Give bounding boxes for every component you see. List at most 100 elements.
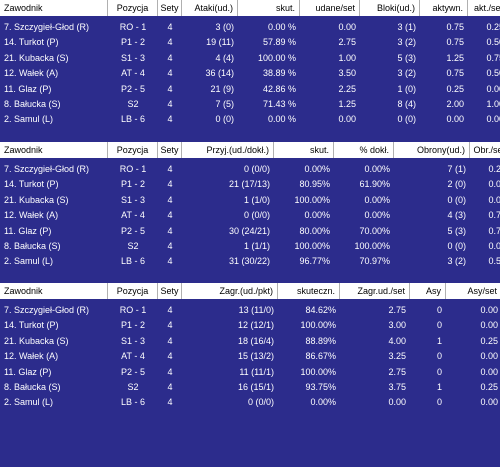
stat-cell: 3 (1)	[397, 22, 416, 32]
stat-cell: 0.00	[480, 320, 498, 331]
table-row[interactable]: 14. Turkot (P) P1 - 2 4 12 (12/1) 100.00% 3.0…	[0, 318, 500, 333]
table-row[interactable]: 21. Kubacka (S) S1 - 3 4 1 (1/0) 100.00% 0.00…	[0, 193, 500, 208]
column-header[interactable]: Pozycja	[108, 283, 158, 299]
stat-cell: LB - 6	[120, 397, 145, 408]
column-header[interactable]: skut.	[274, 142, 334, 158]
column-header[interactable]: Zagr.(ud./pkt)	[182, 283, 278, 299]
table-row[interactable]: 8. Bałucka (S) S2 4 16 (15/1) 93.75% 3.75 1 0.2…	[0, 380, 500, 395]
stat-cell: 80.00%	[299, 225, 330, 236]
column-header[interactable]: % dokł.	[334, 142, 394, 158]
player-name-cell: 14. Turkot (P)	[4, 37, 59, 48]
table-row[interactable]: 7. Szczygieł-Głod (R) RO - 1 4 3 (0) 0.00 % 0…	[0, 20, 500, 35]
table-row[interactable]: 2. Samul (L) LB - 6 4 0 (0/0) 0.00% 0.00 0 0.00	[0, 395, 500, 410]
stat-cell: 7 (1)	[447, 164, 466, 174]
stat-cell: 100.00 %	[257, 52, 296, 63]
column-header[interactable]: Asy/set	[446, 283, 500, 299]
column-header[interactable]: Sety	[158, 142, 182, 158]
stat-cell: 93.75%	[305, 382, 336, 392]
table-row[interactable]: 14. Turkot (P) P1 - 2 4 19 (11) 57.89 % 2.75 3…	[0, 35, 500, 50]
column-header[interactable]: Bloki(ud.)	[360, 0, 420, 16]
table-row[interactable]: 11. Glaz (P) P2 - 5 4 11 (11/1) 100.00% 2.75 0…	[0, 365, 500, 380]
table-row[interactable]: 7. Szczygieł-Głod (R) RO - 1 4 13 (11/0) 84.…	[0, 303, 500, 318]
table-row[interactable]: 8. Bałucka (S) S2 4 7 (5) 71.43 % 1.25 8 (4) 2.…	[0, 97, 500, 112]
stat-cell: 71.43 %	[262, 99, 296, 109]
column-header[interactable]: aktywn.	[420, 0, 468, 16]
stat-cell: 3 (0)	[215, 22, 234, 32]
stat-cell: AT - 4	[121, 351, 145, 362]
stat-cell: 3 (2)	[447, 256, 466, 267]
column-header[interactable]: Pozycja	[108, 0, 158, 16]
table-row[interactable]: 11. Glaz (P) P2 - 5 4 21 (9) 42.86 % 2.25 1 (0…	[0, 82, 500, 97]
column-header[interactable]: Asy	[410, 283, 446, 299]
stat-cell: 0.00	[480, 351, 498, 362]
stat-cell: P2 - 5	[120, 225, 145, 236]
column-header[interactable]: skut.	[238, 0, 300, 16]
stat-cell: 4	[167, 305, 173, 315]
column-header[interactable]: Sety	[158, 0, 182, 16]
stat-cell: 21 (9)	[210, 83, 234, 94]
stat-cell: 4	[167, 351, 173, 362]
stat-cell: 0.00 %	[267, 22, 296, 32]
stat-cell: 13 (11/0)	[238, 305, 274, 315]
stat-cell: 100.00%	[300, 320, 336, 331]
stat-cell: 0.75	[446, 37, 464, 48]
column-header[interactable]: Zawodnik	[0, 142, 108, 158]
table-row[interactable]: 12. Wałek (A) AT - 4 4 36 (14) 38.89 % 3.50 3 …	[0, 66, 500, 81]
stat-cell: 30 (24/21)	[228, 225, 270, 236]
table-row[interactable]: 21. Kubacka (S) S1 - 3 4 4 (4) 100.00 % 1.00 5…	[0, 51, 500, 66]
player-name-cell: 14. Turkot (P)	[4, 179, 59, 190]
stat-cell: 0.00	[446, 114, 464, 125]
column-header[interactable]: Zagr.ud./set	[340, 283, 410, 299]
stat-cell: 8 (4)	[397, 99, 416, 109]
stat-cell: 4	[167, 194, 173, 205]
column-header[interactable]: Zawodnik	[0, 283, 108, 299]
table-row[interactable]: 12. Wałek (A) AT - 4 4 0 (0/0) 0.00% 0.00% 4 (…	[0, 208, 500, 223]
stat-cell: 0 (0)	[397, 114, 416, 125]
stat-cell: 100.00%	[294, 194, 330, 205]
stat-cell: 0.00	[486, 83, 500, 94]
stat-cell: 4 (4)	[215, 52, 234, 63]
player-name-cell: 21. Kubacka (S)	[4, 52, 69, 63]
stat-cell: 18 (16/4)	[237, 335, 274, 346]
stat-cell: 4.00	[388, 335, 406, 346]
stat-cell: 3.00	[388, 320, 406, 331]
stat-cell: 4 (3)	[447, 210, 466, 221]
stat-cell: 1 (0)	[397, 83, 416, 94]
table-row[interactable]: 8. Bałucka (S) S2 4 1 (1/1) 100.00% 100.00% 0 …	[0, 239, 500, 254]
stat-cell: S1 - 3	[120, 335, 145, 346]
column-header[interactable]: Obrony(ud.)	[394, 142, 470, 158]
stat-cell: 0.25	[480, 382, 498, 392]
stat-cell: S2	[127, 99, 139, 109]
column-header[interactable]: udane/set	[300, 0, 360, 16]
column-header[interactable]: Obr./set	[470, 142, 500, 158]
table-row[interactable]: 7. Szczygieł-Głod (R) RO - 1 4 0 (0/0) 0.00%…	[0, 162, 500, 177]
column-header[interactable]: Przyj.(ud./dokł.)	[182, 142, 274, 158]
table-row[interactable]: 2. Samul (L) LB - 6 4 0 (0) 0.00 % 0.00 0 (0) 0…	[0, 112, 500, 127]
stat-cell: 0.50	[486, 68, 500, 79]
player-name-cell: 12. Wałek (A)	[4, 210, 59, 221]
table-header: Zawodnik Pozycja Sety Zagr.(ud./pkt) skutecz…	[0, 283, 500, 299]
column-header[interactable]: Zawodnik	[0, 0, 108, 16]
table-row[interactable]: 11. Glaz (P) P2 - 5 4 30 (24/21) 80.00% 70.00…	[0, 224, 500, 239]
column-header[interactable]: Pozycja	[108, 142, 158, 158]
stat-cell: P2 - 5	[120, 83, 145, 94]
column-header[interactable]: skuteczn.	[278, 283, 340, 299]
player-name-cell: 8. Bałucka (S)	[4, 382, 61, 392]
table-row[interactable]: 2. Samul (L) LB - 6 4 31 (30/22) 96.77% 70.97…	[0, 254, 500, 269]
stat-cell: 0.00	[338, 22, 356, 32]
player-name-cell: 21. Kubacka (S)	[4, 194, 69, 205]
stat-cell: 0.00	[488, 179, 500, 190]
column-header[interactable]: akt./set	[468, 0, 500, 16]
stat-cell: 4	[167, 114, 173, 125]
table-row[interactable]: 14. Turkot (P) P1 - 2 4 21 (17/13) 80.95% 61.…	[0, 177, 500, 192]
table-row[interactable]: 21. Kubacka (S) S1 - 3 4 18 (16/4) 88.89% 4.0…	[0, 334, 500, 349]
column-header[interactable]: Sety	[158, 283, 182, 299]
stat-cell: 3 (2)	[397, 68, 416, 79]
column-header[interactable]: Ataki(ud.)	[182, 0, 238, 16]
stat-cell: 0.75	[446, 22, 464, 32]
stat-cell: P1 - 2	[120, 37, 145, 48]
stat-cell: 4	[167, 179, 173, 190]
stat-cell: S1 - 3	[120, 52, 145, 63]
table-row[interactable]: 12. Wałek (A) AT - 4 4 15 (13/2) 86.67% 3.25 0…	[0, 349, 500, 364]
stat-cell: 84.62%	[305, 305, 336, 315]
